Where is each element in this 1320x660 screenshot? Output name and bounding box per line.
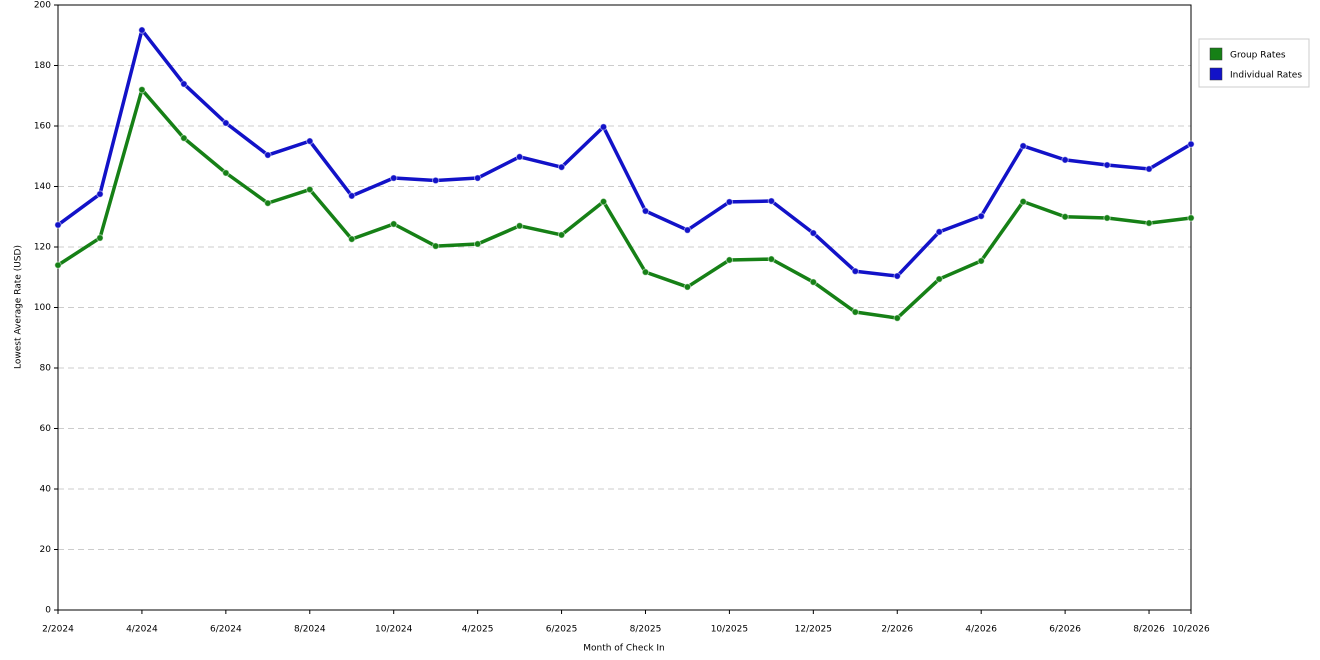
data-point: [641, 207, 650, 215]
data-point: [725, 198, 734, 206]
data-point: [1103, 214, 1111, 222]
x-tick-label: 6/2024: [210, 625, 242, 635]
data-point: [1019, 142, 1027, 150]
data-point: [1019, 197, 1027, 206]
data-point: [138, 86, 146, 94]
data-point: [222, 169, 230, 177]
data-point: [431, 176, 440, 185]
x-axis-title: Month of Check In: [583, 644, 665, 654]
data-point: [851, 308, 859, 316]
data-point: [977, 212, 985, 220]
data-point: [1061, 213, 1069, 221]
data-point: [683, 226, 692, 234]
data-point: [557, 231, 566, 239]
data-point: [641, 268, 650, 276]
data-point: [431, 242, 440, 250]
x-tick-label: 4/2025: [462, 625, 494, 635]
legend-label: Group Rates: [1230, 51, 1286, 61]
y-axis-title: Lowest Average Rate (USD): [14, 245, 24, 369]
data-point: [515, 222, 524, 230]
y-tick-label: 80: [40, 364, 52, 374]
x-tick-label: 8/2026: [1133, 625, 1165, 635]
x-tick-label: 2/2024: [42, 625, 74, 635]
data-point: [348, 235, 356, 243]
data-point: [557, 163, 566, 171]
data-point: [96, 190, 104, 198]
plot-frame: [57, 4, 1192, 611]
data-point: [473, 240, 482, 248]
legend-swatch: [1209, 47, 1223, 61]
data-point: [893, 314, 901, 322]
x-tick-label: 6/2026: [1049, 625, 1081, 635]
data-point: [54, 261, 62, 269]
data-point: [54, 221, 62, 229]
x-tick-label: 10/2025: [711, 625, 748, 635]
series-line: [57, 87, 1192, 320]
data-point: [264, 199, 272, 207]
legend-swatch: [1209, 67, 1223, 81]
data-point: [977, 257, 985, 265]
data-point: [851, 267, 859, 275]
data-point: [599, 197, 608, 206]
data-point: [96, 234, 104, 242]
y-tick-label: 40: [40, 485, 52, 495]
x-tick-label: 4/2026: [965, 625, 997, 635]
legend-label: Individual Rates: [1230, 71, 1302, 81]
data-point: [809, 229, 818, 237]
data-point: [893, 272, 901, 280]
data-point: [935, 275, 943, 283]
data-point: [1145, 219, 1153, 227]
x-tick-label: 2/2026: [881, 625, 913, 635]
data-point: [222, 119, 230, 127]
y-tick-label: 120: [34, 243, 51, 253]
data-point: [390, 174, 398, 182]
x-tick-label: 10/2026: [1172, 625, 1210, 635]
data-point: [935, 228, 943, 236]
data-point: [809, 278, 818, 286]
data-point: [725, 256, 734, 264]
data-point: [1145, 165, 1153, 173]
y-tick-label: 100: [34, 303, 51, 313]
x-tick-label: 8/2025: [630, 625, 662, 635]
data-point: [390, 220, 398, 228]
data-point: [264, 151, 272, 159]
data-point: [180, 80, 188, 88]
data-point: [767, 255, 776, 263]
data-point: [138, 26, 146, 34]
data-point: [306, 137, 314, 145]
y-tick-label: 60: [40, 424, 52, 434]
data-point: [767, 197, 776, 205]
data-point: [348, 192, 356, 200]
x-tick-label: 6/2025: [546, 625, 578, 635]
y-tick-label: 180: [34, 61, 51, 71]
y-tick-label: 20: [40, 545, 52, 555]
data-point: [180, 134, 188, 142]
x-tick-label: 12/2025: [795, 625, 832, 635]
data-point: [1187, 140, 1195, 148]
data-point: [1061, 156, 1069, 164]
data-point: [683, 283, 692, 291]
data-point: [1103, 161, 1111, 169]
data-point: [599, 123, 608, 131]
x-tick-label: 10/2024: [375, 625, 413, 635]
data-point: [515, 153, 524, 161]
y-tick-label: 0: [45, 606, 51, 616]
y-tick-label: 140: [34, 182, 51, 192]
y-tick-label: 200: [34, 1, 51, 11]
data-point: [473, 174, 482, 182]
data-point: [1187, 214, 1195, 222]
data-point: [306, 185, 314, 194]
y-tick-label: 160: [34, 122, 51, 132]
x-tick-label: 4/2024: [126, 625, 158, 635]
x-tick-label: 8/2024: [294, 625, 326, 635]
series-line: [56, 28, 1192, 278]
